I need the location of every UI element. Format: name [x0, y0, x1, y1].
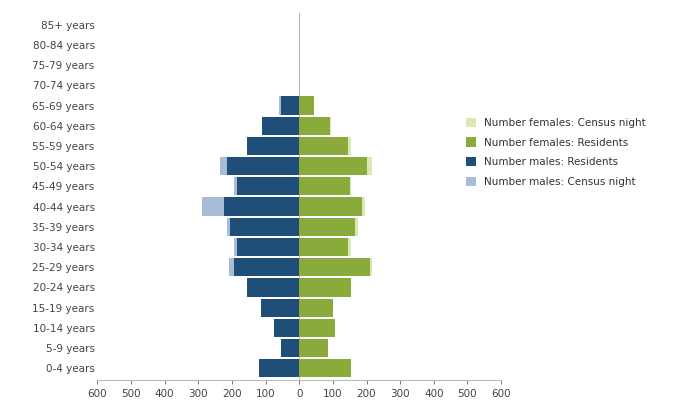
Bar	[299, 157, 367, 175]
Bar	[299, 177, 350, 196]
Bar	[227, 157, 299, 175]
Bar	[299, 197, 361, 216]
Bar	[299, 218, 358, 236]
Bar	[299, 258, 372, 276]
Bar	[299, 359, 351, 377]
Bar	[247, 137, 299, 155]
Bar	[259, 359, 299, 377]
Bar	[280, 339, 299, 357]
Bar	[299, 298, 333, 317]
Bar	[223, 197, 299, 216]
Bar	[230, 218, 299, 236]
Bar	[234, 258, 299, 276]
Bar	[299, 339, 328, 357]
Bar	[227, 218, 299, 236]
Bar	[299, 117, 330, 135]
Bar	[299, 238, 351, 256]
Bar	[234, 238, 299, 256]
Bar	[299, 197, 365, 216]
Bar	[247, 137, 299, 155]
Bar	[220, 157, 299, 175]
Bar	[299, 218, 355, 236]
Bar	[228, 258, 299, 276]
Bar	[260, 298, 299, 317]
Bar	[280, 97, 299, 115]
Bar	[299, 238, 348, 256]
Bar	[299, 278, 351, 296]
Bar	[299, 137, 348, 155]
Bar	[237, 177, 299, 196]
Bar	[299, 97, 315, 115]
Bar	[202, 197, 299, 216]
Bar	[299, 157, 372, 175]
Bar	[299, 137, 351, 155]
Bar	[262, 117, 299, 135]
Bar	[299, 319, 335, 337]
Bar	[299, 117, 331, 135]
Bar	[279, 97, 299, 115]
Bar	[247, 278, 299, 296]
Bar	[234, 177, 299, 196]
Bar	[262, 117, 299, 135]
Bar	[274, 319, 299, 337]
Bar	[237, 238, 299, 256]
Legend: Number females: Census night, Number females: Residents, Number males: Residents: Number females: Census night, Number fem…	[463, 115, 649, 190]
Bar	[299, 258, 370, 276]
Bar	[299, 177, 351, 196]
Bar	[299, 97, 315, 115]
